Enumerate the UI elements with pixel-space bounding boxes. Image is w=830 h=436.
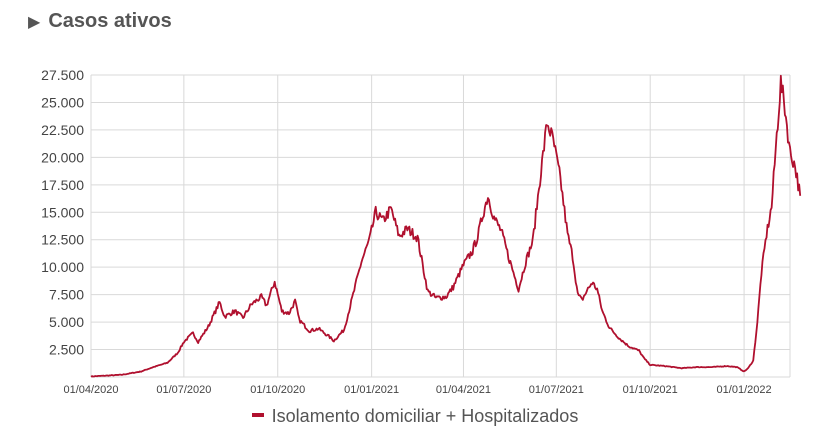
x-tick-label: 01/04/2020 <box>63 384 118 396</box>
x-tick-label: 01/01/2022 <box>717 384 772 396</box>
y-tick-label: 27.500 <box>41 67 84 83</box>
x-tick-label: 01/10/2020 <box>250 384 305 396</box>
series-lines <box>90 74 802 378</box>
y-tick-label: 22.500 <box>41 122 84 138</box>
y-tick-label: 5.000 <box>49 314 84 330</box>
y-tick-label: 2.500 <box>49 342 84 358</box>
chart-title: Casos ativos <box>48 10 172 32</box>
y-tick-label: 20.000 <box>41 149 84 165</box>
y-tick-label: 15.000 <box>41 204 84 220</box>
x-axis: 01/04/2020 01/07/2020 01/10/2020 01/01/2021… <box>63 384 771 396</box>
triangle-right-icon[interactable]: ▶ <box>28 13 41 31</box>
chart-header[interactable]: ▶ Casos ativos <box>28 10 172 33</box>
legend-swatch <box>251 413 264 418</box>
x-tick-label: 01/10/2021 <box>623 384 678 396</box>
legend[interactable]: Isolamento domiciliar + Hospitalizados <box>0 406 830 427</box>
legend-label: Isolamento domiciliar + Hospitalizados <box>271 406 579 426</box>
gridlines <box>90 74 791 378</box>
y-axis: 2.500 5.000 7.500 10.000 12.500 15.000 17.500 2… <box>41 67 84 358</box>
x-tick-label: 01/07/2020 <box>156 384 211 396</box>
x-tick-label: 01/04/2021 <box>436 384 491 396</box>
x-tick-label: 01/01/2021 <box>344 384 399 396</box>
y-tick-label: 25.000 <box>41 94 84 110</box>
y-tick-label: 7.500 <box>49 287 84 303</box>
y-tick-label: 12.500 <box>41 232 84 248</box>
series-line <box>90 74 802 378</box>
x-tick-label: 01/07/2021 <box>529 384 584 396</box>
y-tick-label: 10.000 <box>41 259 84 275</box>
y-tick-label: 17.500 <box>41 177 84 193</box>
